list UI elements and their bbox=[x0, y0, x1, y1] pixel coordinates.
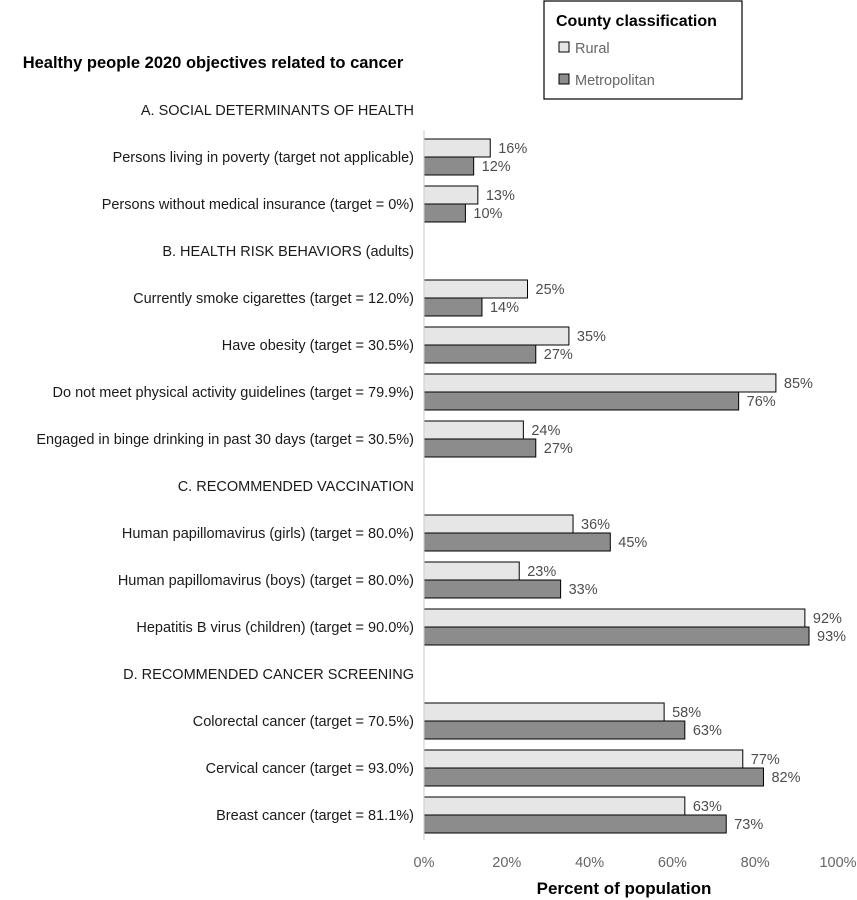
bar-rural bbox=[423, 702, 665, 722]
x-tick-label: 20% bbox=[492, 855, 521, 871]
x-tick-label: 0% bbox=[414, 855, 435, 871]
x-tick-label: 40% bbox=[575, 855, 604, 871]
legend-label-metropolitan: Metropolitan bbox=[575, 73, 655, 89]
bar-metropolitan bbox=[423, 579, 562, 599]
section-label: B. HEALTH RISK BEHAVIORS (adults) bbox=[162, 244, 414, 260]
category-label: Human papillomavirus (boys) (target = 80… bbox=[118, 573, 414, 589]
legend-title: County classification bbox=[556, 13, 717, 30]
bar-metropolitan bbox=[423, 297, 483, 317]
bar-metropolitan bbox=[423, 391, 740, 411]
data-label-metropolitan: 63% bbox=[693, 723, 722, 739]
bar-metropolitan bbox=[423, 626, 810, 646]
data-label-rural: 58% bbox=[672, 705, 701, 721]
data-label-rural: 63% bbox=[693, 799, 722, 815]
data-label-metropolitan: 27% bbox=[544, 441, 573, 457]
bar-rural bbox=[423, 561, 520, 581]
bar-rural bbox=[423, 608, 806, 628]
section-label: A. SOCIAL DETERMINANTS OF HEALTH bbox=[141, 103, 414, 119]
x-tick-label: 100% bbox=[819, 855, 856, 871]
bar-metropolitan bbox=[423, 532, 611, 552]
x-tick-label: 80% bbox=[741, 855, 770, 871]
bar-rural bbox=[423, 326, 570, 346]
x-tick-labels: 0% 20% 40% 60% 80% 100% bbox=[414, 855, 857, 871]
data-label-rural: 36% bbox=[581, 517, 610, 533]
data-label-metropolitan: 73% bbox=[734, 817, 763, 833]
data-label-metropolitan: 14% bbox=[490, 300, 519, 316]
data-label-rural: 16% bbox=[498, 141, 527, 157]
bar-rural bbox=[423, 279, 528, 299]
category-label: Currently smoke cigarettes (target = 12.… bbox=[133, 291, 414, 307]
category-label: Persons living in poverty (target not ap… bbox=[113, 150, 414, 166]
category-label: Do not meet physical activity guidelines… bbox=[53, 385, 414, 401]
data-label-metropolitan: 45% bbox=[618, 535, 647, 551]
x-axis-title: Percent of population bbox=[537, 879, 712, 898]
bar-rural bbox=[423, 749, 744, 769]
bar-metropolitan bbox=[423, 203, 466, 223]
category-label: Engaged in binge drinking in past 30 day… bbox=[36, 432, 414, 448]
category-label: Breast cancer (target = 81.1%) bbox=[216, 808, 414, 824]
data-label-rural: 24% bbox=[531, 423, 560, 439]
data-label-rural: 85% bbox=[784, 376, 813, 392]
bar-metropolitan bbox=[423, 344, 537, 364]
bar-rural bbox=[423, 796, 686, 816]
data-label-rural: 92% bbox=[813, 611, 842, 627]
data-label-metropolitan: 12% bbox=[482, 159, 511, 175]
bar-metropolitan bbox=[423, 156, 475, 176]
bar-rural bbox=[423, 514, 574, 534]
data-label-rural: 77% bbox=[751, 752, 780, 768]
data-label-rural: 25% bbox=[536, 282, 565, 298]
category-label: Have obesity (target = 30.5%) bbox=[222, 338, 414, 354]
category-label: Hepatitis B virus (children) (target = 9… bbox=[136, 620, 414, 636]
data-label-rural: 23% bbox=[527, 564, 556, 580]
bar-rural bbox=[423, 373, 777, 393]
bar-rural bbox=[423, 420, 524, 440]
legend-swatch-rural bbox=[558, 41, 570, 53]
data-label-metropolitan: 76% bbox=[747, 394, 776, 410]
legend-swatch-metropolitan bbox=[558, 73, 570, 85]
section-label: C. RECOMMENDED VACCINATION bbox=[178, 479, 414, 495]
data-label-metropolitan: 33% bbox=[569, 582, 598, 598]
category-label: Cervical cancer (target = 93.0%) bbox=[206, 761, 414, 777]
data-label-rural: 35% bbox=[577, 329, 606, 345]
bar-metropolitan bbox=[423, 720, 686, 740]
x-tick-label: 60% bbox=[658, 855, 687, 871]
bar-metropolitan bbox=[423, 438, 537, 458]
rows-layer: A. SOCIAL DETERMINANTS OF HEALTH Persons … bbox=[36, 103, 846, 834]
legend-label-rural: Rural bbox=[575, 41, 610, 57]
legend: County classification Rural Metropolitan bbox=[543, 0, 743, 100]
data-label-metropolitan: 27% bbox=[544, 347, 573, 363]
category-label: Human papillomavirus (girls) (target = 8… bbox=[122, 526, 414, 542]
bar-metropolitan bbox=[423, 767, 764, 787]
data-label-metropolitan: 10% bbox=[473, 206, 502, 222]
section-label: D. RECOMMENDED CANCER SCREENING bbox=[123, 667, 414, 683]
data-label-metropolitan: 93% bbox=[817, 629, 846, 645]
category-label: Persons without medical insurance (targe… bbox=[102, 197, 414, 213]
legend-box bbox=[543, 0, 743, 100]
chart-title: Healthy people 2020 objectives related t… bbox=[23, 54, 404, 72]
category-label: Colorectal cancer (target = 70.5%) bbox=[193, 714, 414, 730]
bar-rural bbox=[423, 185, 479, 205]
bar-metropolitan bbox=[423, 814, 727, 834]
data-label-metropolitan: 82% bbox=[771, 770, 800, 786]
bar-rural bbox=[423, 138, 491, 158]
data-label-rural: 13% bbox=[486, 188, 515, 204]
